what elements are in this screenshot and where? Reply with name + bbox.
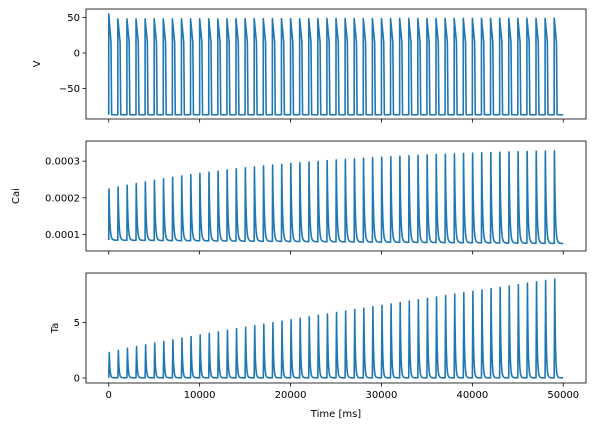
panel-ta-series-line [107,278,565,379]
panel-v-ytick-label: 50 [67,13,80,24]
panel-v-frame [85,8,587,120]
panel-cai-xticks [108,251,564,255]
panel-ta-frame [85,272,587,384]
panel-cai-ytick-label: 0.0003 [45,157,80,168]
panel-ta-trace [107,278,565,379]
xtick-label: 40000 [456,390,488,401]
xtick-label: 50000 [547,390,579,401]
panel-v-yticks: −50 0 50 [59,13,86,95]
panel-cai-ylabel: Cai [11,188,22,204]
panel-ta-yticks: 05 [74,318,86,385]
x-axis-label: Time [ms] [310,409,362,420]
panel-cai-ytick-label: 0.0002 [45,193,80,204]
xtick-label: 0 [106,390,112,401]
panel-v-series-line [107,13,565,116]
panel-v-ylabel: V [32,60,43,67]
panel-ta-ytick-label: 0 [74,374,80,385]
panel-cai-series-line [107,149,565,245]
panel-cai-trace [107,149,565,245]
xtick-label: 30000 [366,390,398,401]
panel-v: −50 0 50 V [32,8,587,123]
panel-ta-ylabel: Ta [50,323,61,335]
xtick-label: 20000 [275,390,307,401]
panel-ta-ytick-label: 5 [74,318,80,329]
panel-ta: 05 0 10000 20000 30000 40000 50000 Ta [50,272,587,401]
panel-v-trace [107,13,565,116]
panel-cai-ytick-label: 0.0001 [45,230,80,241]
panel-cai-frame [85,140,587,252]
panel-v-xticks [108,119,564,123]
panel-cai-yticks: 0.0001 0.0002 0.0003 [45,157,86,241]
panel-v-ytick-label: −50 [59,84,80,95]
xtick-label: 10000 [184,390,216,401]
panel-cai: 0.0001 0.0002 0.0003 Cai [11,140,587,255]
panel-v-ytick-label: 0 [74,49,80,60]
panel-ta-xticks: 0 10000 20000 30000 40000 50000 [106,383,579,401]
